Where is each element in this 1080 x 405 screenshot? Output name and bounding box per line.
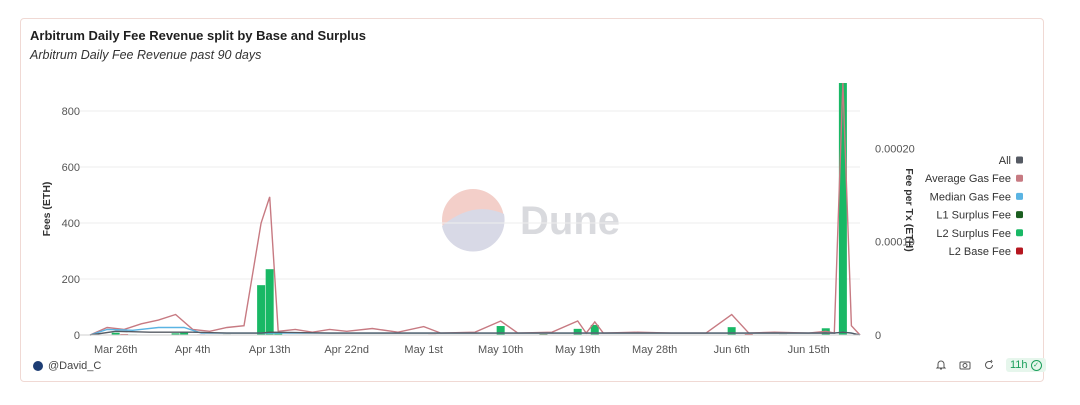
legend-swatch[interactable] (1016, 192, 1023, 200)
x-tick-label: May 1st (404, 344, 443, 356)
x-tick-label: Apr 22nd (324, 344, 369, 356)
bar-l2-surplus-fee (838, 83, 847, 335)
x-tick-label: Apr 13th (249, 344, 291, 356)
dune-watermark: Dune (442, 189, 620, 252)
y2-tick-label: 0 (875, 330, 881, 342)
grid (80, 110, 860, 336)
y-tick-label: 600 (62, 162, 80, 174)
legend-label[interactable]: Average Gas Fee (925, 173, 1011, 185)
chart-card (20, 18, 1044, 382)
camera-icon[interactable] (958, 358, 972, 372)
refresh-age: 11h (1010, 359, 1028, 371)
x-tick-label: Mar 26th (94, 344, 137, 356)
bar-l2-surplus-fee (590, 324, 599, 335)
legend-swatch[interactable] (1016, 247, 1023, 255)
x-tick-label: May 19th (555, 344, 600, 356)
legend-swatch[interactable] (1016, 211, 1023, 219)
y-tick-label: 800 (62, 106, 80, 118)
footer-tools: 11h ✓ (934, 358, 1046, 372)
x-tick-label: May 10th (478, 344, 523, 356)
y-axis-title: Fees (ETH) (41, 182, 53, 237)
bar-l2-surplus-fee (727, 327, 736, 335)
chart-title: Arbitrum Daily Fee Revenue split by Base… (30, 28, 366, 43)
line-all (89, 330, 861, 336)
bar-l2-surplus-fee (496, 326, 505, 335)
axes: 0 200 400 600 800 0 0.00010 0.00020 Mar 26th Apr … (41, 106, 915, 356)
legend-swatch[interactable] (1016, 229, 1023, 237)
bar-l2-surplus-fee (573, 328, 582, 335)
x-tick-label: Jun 6th (714, 344, 750, 356)
author-link[interactable]: @David_C (33, 360, 101, 372)
y2-tick-label: 0.00020 (875, 143, 915, 155)
legend-label[interactable]: L2 Base Fee (949, 246, 1011, 258)
avatar (33, 361, 43, 371)
y2-axis-title: Fee per Tx (ETH) (903, 168, 915, 251)
y2-tick-label: 0.00010 (875, 237, 915, 249)
check-icon: ✓ (1030, 359, 1042, 371)
bar-l2-surplus-fee (180, 331, 189, 335)
legend-label[interactable]: L2 Surplus Fee (936, 228, 1011, 240)
refresh-age-badge: 11h ✓ (1006, 358, 1046, 372)
chart-subtitle: Arbitrum Daily Fee Revenue past 90 days (30, 48, 262, 62)
y-tick-label: 400 (62, 218, 80, 230)
bar-l2-surplus-fee (111, 332, 120, 335)
lines (89, 82, 861, 336)
bar-l2-surplus-fee (171, 333, 180, 335)
legend-label[interactable]: L1 Surplus Fee (936, 210, 1011, 222)
legend-label[interactable]: All (999, 155, 1011, 167)
notify-icon[interactable] (934, 358, 948, 372)
legend-label[interactable]: Median Gas Fee (930, 191, 1011, 203)
bar-l2-surplus-fee (265, 269, 274, 335)
watermark-logo-bottom (442, 209, 505, 252)
refresh-icon[interactable] (982, 358, 996, 372)
watermark-text: Dune (520, 199, 620, 243)
x-tick-label: May 28th (632, 344, 677, 356)
x-tick-label: Jun 15th (788, 344, 830, 356)
author-name: @David_C (48, 360, 102, 372)
y-tick-label: 200 (62, 274, 80, 286)
y-tick-label: 0 (74, 330, 80, 342)
legend-swatch[interactable] (1016, 156, 1023, 164)
x-tick-label: Apr 4th (175, 344, 210, 356)
legend-swatch[interactable] (1016, 174, 1023, 182)
bar-l2-surplus-fee (257, 285, 266, 335)
legend[interactable]: All Average Gas Fee Median Gas Fee L1 Surpl… (925, 155, 1023, 258)
